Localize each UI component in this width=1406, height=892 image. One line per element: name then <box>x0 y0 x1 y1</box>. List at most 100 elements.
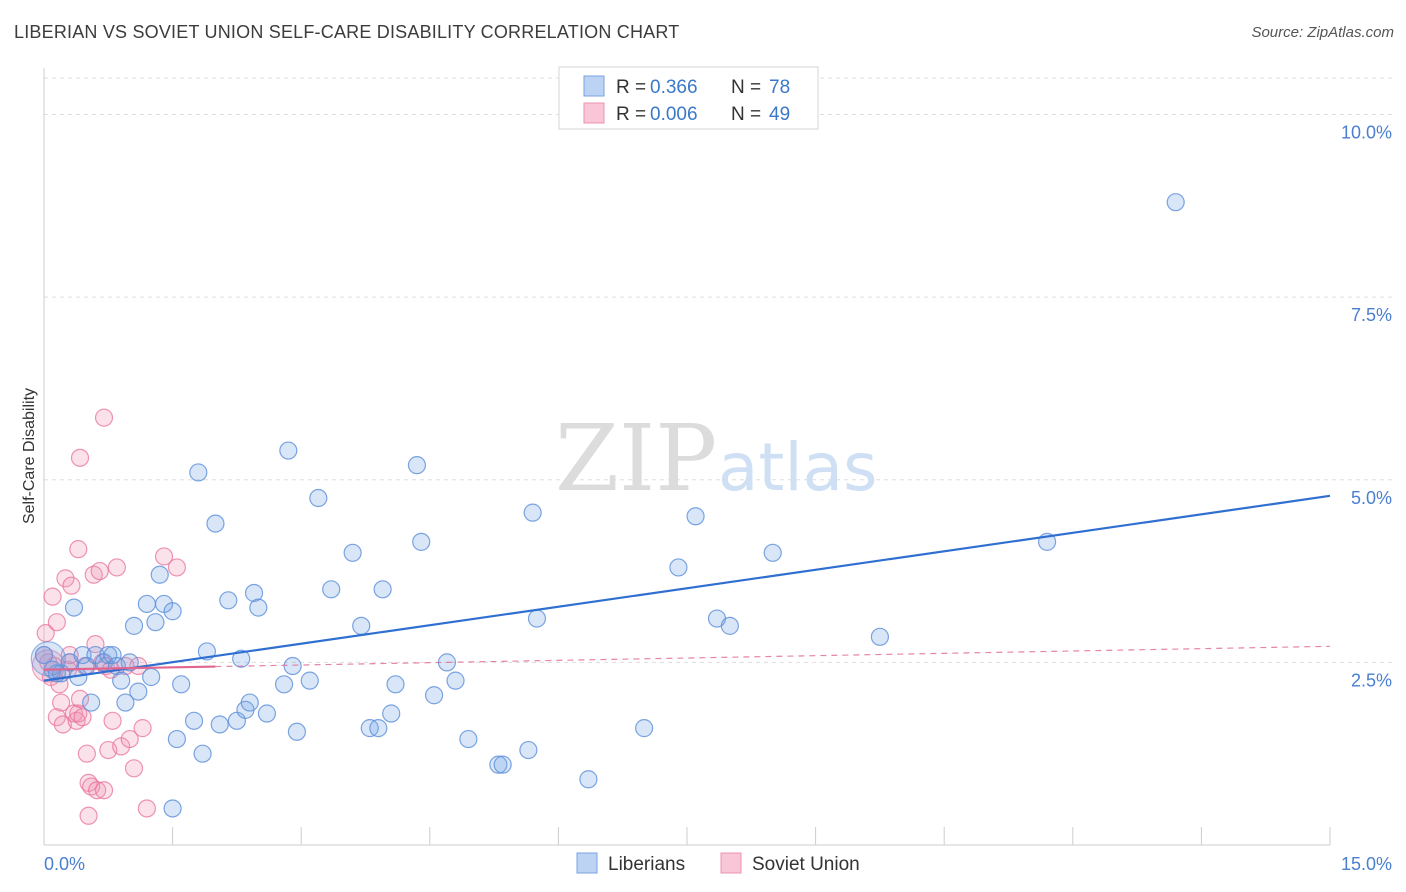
liberians-point-71 <box>720 616 739 635</box>
liberians-point-6 <box>73 645 92 665</box>
liberians-point-54 <box>386 675 405 694</box>
x-tick-labels: 0.0% 15.0% <box>44 854 1392 874</box>
legend-swatch-liberians <box>583 75 605 97</box>
liberians-point-12 <box>103 645 122 665</box>
liberians-point-35 <box>232 649 251 668</box>
soviet-point-40 <box>137 799 156 818</box>
trend-lines <box>43 494 1331 682</box>
liberians-point-26 <box>172 675 191 694</box>
y-tick-label-2: 7.5% <box>1351 305 1392 325</box>
liberians-point-28 <box>189 463 208 482</box>
liberians-point-51 <box>369 719 388 738</box>
liberians-point-14 <box>112 671 131 690</box>
liberians-cluster-point <box>30 641 66 677</box>
liberians-point-59 <box>446 671 465 690</box>
legend-r-label-1: R = <box>616 77 646 98</box>
soviet-point-46 <box>94 408 114 427</box>
legend-swatch-soviet-bottom <box>720 852 742 874</box>
y-axis-label: Self-Care Disability <box>21 388 38 524</box>
legend-r-value-1: 0.366 <box>650 77 698 98</box>
liberians-point-55 <box>407 456 427 475</box>
liberians-point-56 <box>412 532 431 551</box>
liberians-point-61 <box>489 755 508 774</box>
liberians-point-24 <box>163 602 182 621</box>
liberians-point-29 <box>193 744 212 763</box>
x-tick-label-min: 0.0% <box>44 854 85 874</box>
liberians-point-45 <box>300 671 319 690</box>
liberians-point-38 <box>244 583 264 603</box>
liberians-point-20 <box>142 667 161 687</box>
soviet-point-8 <box>52 693 71 712</box>
axes <box>43 68 1331 846</box>
legend-n-value-2: 49 <box>769 104 790 125</box>
soviet-point-4 <box>43 587 62 606</box>
soviet-point-6 <box>47 708 66 727</box>
liberians-point-33 <box>219 591 238 610</box>
liberians-point-44 <box>287 722 307 741</box>
y-tick-label-1: 5.0% <box>1351 488 1392 508</box>
liberians-point-72 <box>763 543 782 562</box>
liberians-point-32 <box>210 715 229 734</box>
correlation-legend: R = 0.366 N = 78 R = 0.006 N = 49 <box>558 66 819 130</box>
watermark: ZIP atlas <box>555 405 878 512</box>
liberians-point-47 <box>322 580 341 599</box>
soviet-point-44 <box>70 448 90 467</box>
liberians-point-76 <box>163 799 182 818</box>
soviet-point-36 <box>120 729 139 749</box>
liberians-point-39 <box>249 598 268 617</box>
legend-label-soviet: Soviet Union <box>752 854 860 875</box>
liberians-point-63 <box>519 740 538 760</box>
liberians-point-64 <box>523 503 542 522</box>
soviet-point-37 <box>124 759 144 778</box>
soviet-point-20 <box>77 744 96 763</box>
liberians-point-74 <box>1166 193 1185 212</box>
liberians-trend-line <box>43 494 1331 682</box>
chart-source: Source: ZipAtlas.com <box>1251 24 1394 41</box>
liberians-point-37 <box>240 693 259 712</box>
liberians-point-69 <box>686 507 705 526</box>
liberians-point-27 <box>184 711 204 730</box>
soviet-point-42 <box>167 558 186 577</box>
liberians-point-0 <box>34 645 54 665</box>
liberians-point-43 <box>283 656 302 676</box>
soviet-point-26 <box>90 561 109 581</box>
x-tick-label-max: 15.0% <box>1341 854 1392 874</box>
grid-lines <box>44 77 1392 663</box>
liberians-point-53 <box>382 704 401 723</box>
liberians-point-65 <box>527 609 547 628</box>
liberians-point-52 <box>373 580 392 599</box>
soviet-point-17 <box>70 689 90 709</box>
legend-n-label-2: N = <box>731 104 761 125</box>
soviet-point-25 <box>88 781 107 800</box>
soviet-point-10 <box>56 569 75 588</box>
y-tick-label-0: 2.5% <box>1351 670 1392 690</box>
watermark-atlas: atlas <box>718 429 878 506</box>
soviet-point-41 <box>154 547 174 566</box>
legend-r-value-2: 0.006 <box>650 104 698 125</box>
soviet-trend-line-solid <box>43 665 216 671</box>
liberians-point-4 <box>64 598 84 617</box>
soviet-point-9 <box>53 715 72 734</box>
liberians-point-17 <box>124 616 144 635</box>
liberians-point-40 <box>257 704 277 723</box>
liberians-point-68 <box>669 558 688 577</box>
liberians-point-19 <box>137 594 156 614</box>
liberians-point-21 <box>146 613 165 632</box>
soviet-point-43 <box>69 540 88 559</box>
liberians-point-62 <box>493 755 512 774</box>
liberians-point-8 <box>82 693 101 712</box>
liberians-point-57 <box>424 686 444 705</box>
liberians-point-15 <box>116 693 135 712</box>
legend-swatch-liberians-bottom <box>576 852 598 874</box>
liberians-point-41 <box>274 675 294 694</box>
liberians-point-42 <box>279 441 298 460</box>
chart-title: LIBERIAN VS SOVIET UNION SELF-CARE DISAB… <box>14 22 680 42</box>
liberians-point-22 <box>150 565 169 584</box>
y-tick-label-3: 10.0% <box>1341 123 1392 143</box>
liberians-point-31 <box>206 514 225 533</box>
legend-label-liberians: Liberians <box>608 854 685 875</box>
liberians-point-25 <box>167 729 186 749</box>
soviet-trend-line-dashed <box>215 645 1331 668</box>
liberians-point-67 <box>635 719 654 738</box>
